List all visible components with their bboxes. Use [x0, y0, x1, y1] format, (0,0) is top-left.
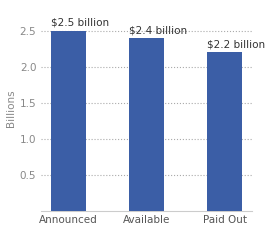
Text: $2.2 billion: $2.2 billion	[207, 40, 265, 49]
Bar	[51, 31, 86, 211]
Text: $2.4 billion: $2.4 billion	[129, 25, 187, 35]
Bar	[129, 38, 164, 211]
Bar	[207, 52, 242, 211]
Y-axis label: Billions: Billions	[6, 89, 15, 127]
Text: $2.5 billion: $2.5 billion	[51, 18, 109, 28]
